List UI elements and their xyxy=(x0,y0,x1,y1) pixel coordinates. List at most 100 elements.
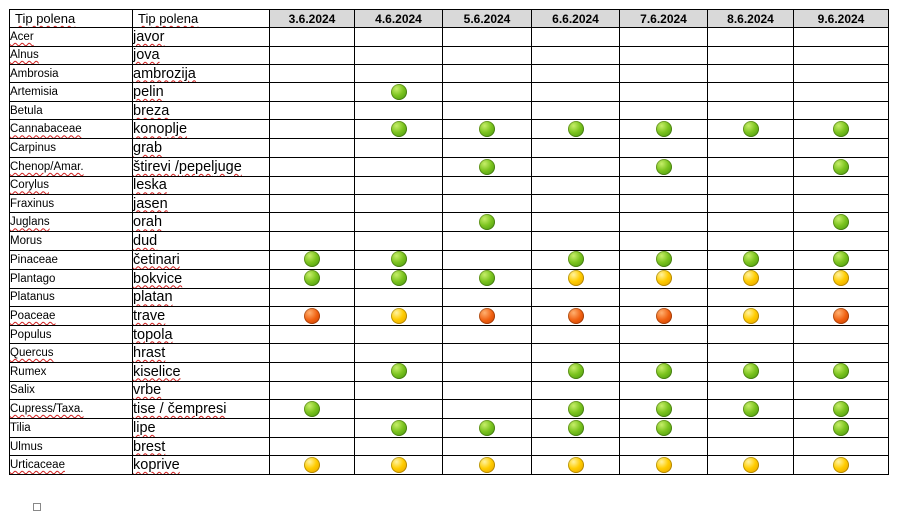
local-name-cell: platan xyxy=(132,287,270,307)
level-cell xyxy=(707,101,794,121)
orange-level-dot-icon xyxy=(655,307,672,324)
level-cell xyxy=(442,417,532,438)
level-cell xyxy=(531,156,620,177)
green-level-dot-icon xyxy=(479,214,495,231)
level-cell xyxy=(442,194,532,214)
header-date: 8.6.2024 xyxy=(707,8,794,29)
table-row: Platanus platan xyxy=(9,287,889,307)
level-cell xyxy=(793,175,889,196)
table-row: Ambrosia ambrozija xyxy=(9,63,889,84)
level-cell xyxy=(793,417,889,438)
local-name: četinari xyxy=(133,251,180,268)
latin-name: Cupress/Taxa. xyxy=(10,402,84,415)
yellow-level-dot-icon xyxy=(655,270,672,287)
local-name: leska xyxy=(133,177,167,194)
table-row: Fraxinus jasen xyxy=(9,194,889,214)
level-cell xyxy=(442,455,532,476)
level-cell xyxy=(793,231,889,251)
local-name: grab xyxy=(133,140,163,157)
level-cell xyxy=(707,455,794,476)
level-cell xyxy=(269,194,355,214)
table-row: Cannabaceae konoplje xyxy=(9,119,889,140)
level-cell xyxy=(442,212,532,233)
level-cell xyxy=(442,82,532,103)
local-name: tise / čempresi xyxy=(133,400,227,417)
level-cell xyxy=(269,417,355,438)
latin-name: Juglans xyxy=(10,216,50,229)
level-cell xyxy=(269,101,355,121)
green-level-dot-icon xyxy=(833,214,849,231)
level-cell xyxy=(442,175,532,196)
latin-name-cell: Cannabaceae xyxy=(9,119,133,140)
level-cell xyxy=(707,380,794,400)
latin-name-cell: Cupress/Taxa. xyxy=(9,398,133,419)
green-level-dot-icon xyxy=(655,400,672,417)
level-cell xyxy=(354,305,443,326)
table-row: Rumex kiselice xyxy=(9,361,889,382)
level-cell xyxy=(619,361,708,382)
local-name-cell: leska xyxy=(132,175,270,196)
local-name-cell: četinari xyxy=(132,249,270,270)
level-cell xyxy=(354,324,443,345)
table-row: Chenop/Amar. štirevi /pepeljuge xyxy=(9,156,889,177)
local-name: brest xyxy=(133,438,166,455)
green-level-dot-icon xyxy=(567,419,584,436)
level-cell xyxy=(354,138,443,158)
latin-name: Corylus xyxy=(10,179,49,192)
level-cell xyxy=(707,156,794,177)
green-level-dot-icon xyxy=(304,270,320,287)
green-level-dot-icon xyxy=(833,121,849,138)
level-cell xyxy=(531,101,620,121)
table-row: Cupress/Taxa. tise / čempresi xyxy=(9,398,889,419)
green-level-dot-icon xyxy=(390,251,407,268)
level-cell xyxy=(793,101,889,121)
level-cell xyxy=(619,249,708,270)
level-cell xyxy=(354,82,443,103)
level-cell xyxy=(442,436,532,457)
green-level-dot-icon xyxy=(390,121,407,138)
level-cell xyxy=(619,27,708,47)
table-row: Salix vrbe xyxy=(9,380,889,400)
orange-level-dot-icon xyxy=(567,307,584,324)
level-cell xyxy=(531,380,620,400)
latin-name-cell: Corylus xyxy=(9,175,133,196)
local-name-cell: breza xyxy=(132,101,270,121)
local-name-cell: ambrozija xyxy=(132,63,270,84)
green-level-dot-icon xyxy=(655,251,672,268)
level-cell xyxy=(354,361,443,382)
level-cell xyxy=(442,101,532,121)
level-cell xyxy=(442,305,532,326)
local-name-cell: topola xyxy=(132,324,270,345)
latin-name: Urticaceae xyxy=(10,459,65,472)
latin-name: Fraxinus xyxy=(10,197,55,210)
green-level-dot-icon xyxy=(390,83,407,100)
level-cell xyxy=(531,436,620,457)
level-cell xyxy=(707,27,794,47)
level-cell xyxy=(531,305,620,326)
latin-name: Betula xyxy=(10,104,43,117)
table-row: Betula breza xyxy=(9,101,889,121)
local-name: bokvice xyxy=(133,270,183,287)
latin-name: Alnus xyxy=(10,49,39,62)
latin-name: Acer xyxy=(10,30,34,43)
level-cell xyxy=(269,156,355,177)
green-level-dot-icon xyxy=(567,400,584,417)
header-date: 7.6.2024 xyxy=(619,8,708,29)
local-name: breza xyxy=(133,102,170,119)
level-cell xyxy=(619,212,708,233)
header-date: 4.6.2024 xyxy=(354,8,443,29)
latin-name-cell: Fraxinus xyxy=(9,194,133,214)
latin-name-cell: Rumex xyxy=(9,361,133,382)
table-row: Pinaceae četinari xyxy=(9,249,889,270)
level-cell xyxy=(269,305,355,326)
level-cell xyxy=(707,249,794,270)
level-cell xyxy=(707,305,794,326)
level-cell xyxy=(269,138,355,158)
level-cell xyxy=(269,398,355,419)
green-level-dot-icon xyxy=(567,251,584,268)
level-cell xyxy=(442,231,532,251)
header-row: Tip polena Tip polena 3.6.2024 4.6.2024 … xyxy=(9,8,889,29)
level-cell xyxy=(707,63,794,84)
level-cell xyxy=(531,343,620,363)
latin-name-cell: Betula xyxy=(9,101,133,121)
